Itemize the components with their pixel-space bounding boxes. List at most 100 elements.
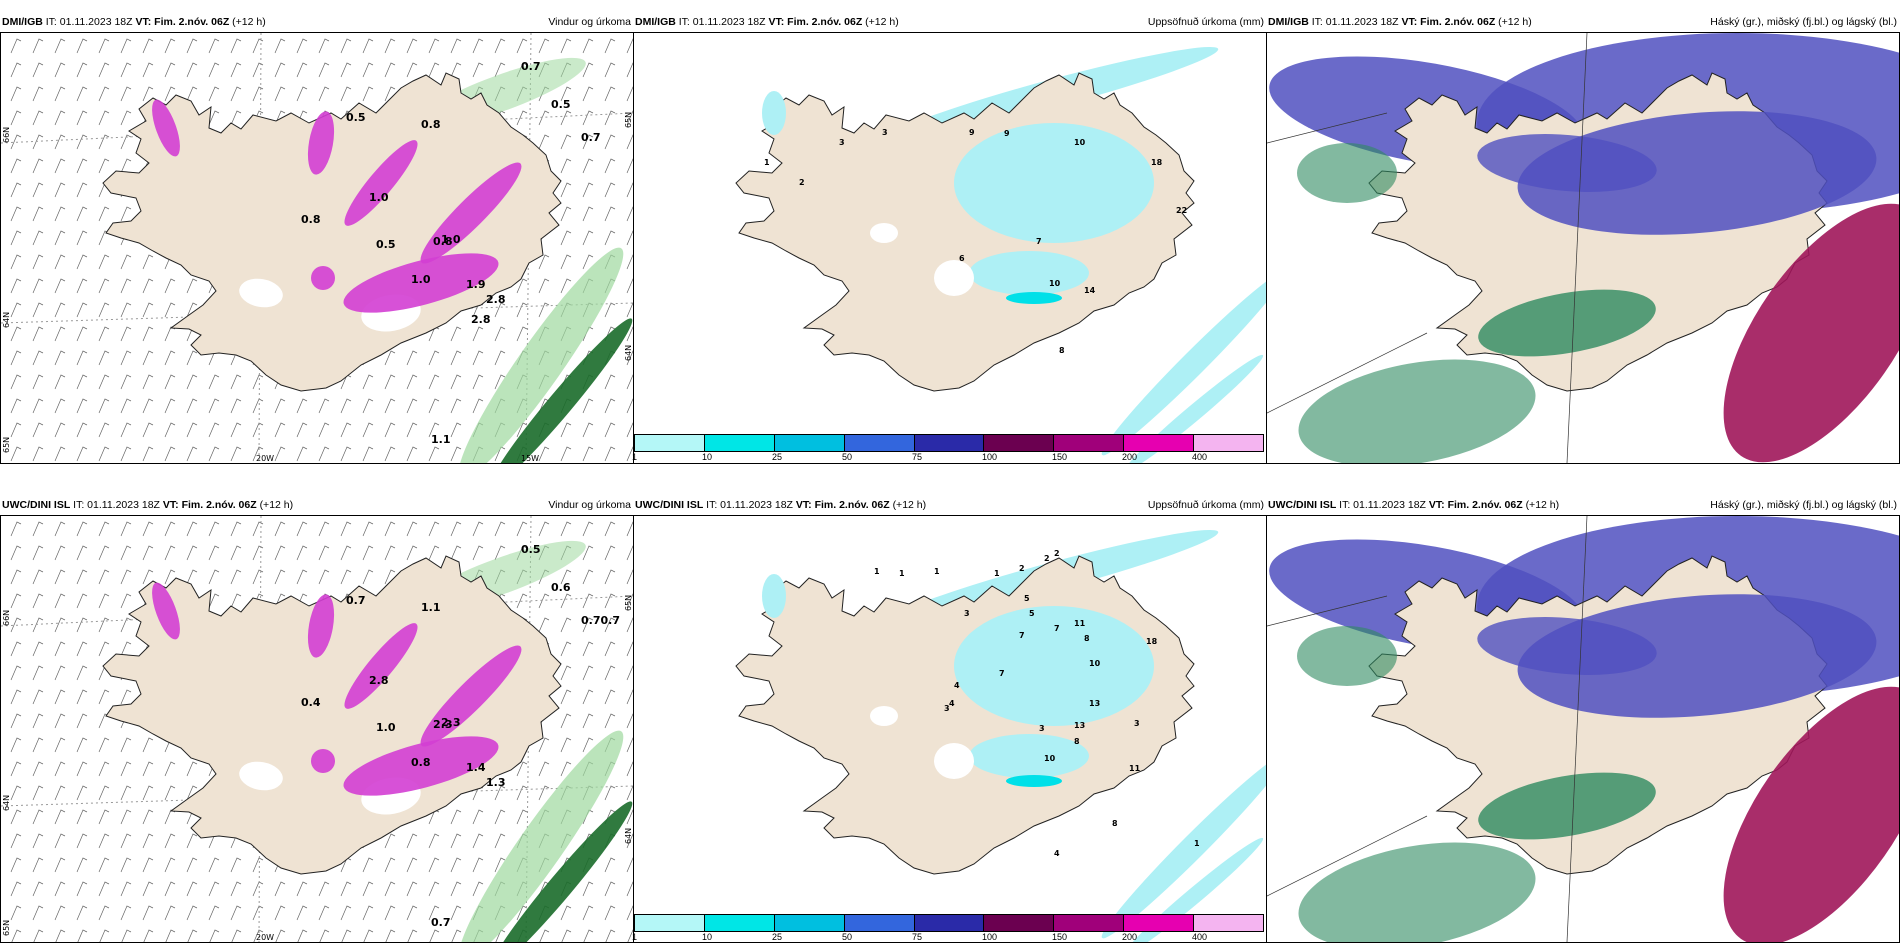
wind-barb	[99, 929, 110, 942]
wind-barb	[626, 809, 633, 825]
wind-barb	[494, 302, 506, 318]
accum-value: 18	[1151, 158, 1163, 167]
wind-barb	[318, 38, 330, 54]
accum-value: 1	[1194, 839, 1200, 848]
precip-value: 0.5	[521, 543, 541, 556]
wind-barb	[54, 326, 66, 342]
wind-barb	[32, 569, 44, 585]
wind-barb	[582, 545, 594, 561]
wind-barb	[582, 110, 594, 126]
init-time: IT: 01.11.2023 18Z	[73, 499, 160, 511]
accum-value: 13	[1089, 699, 1100, 708]
wind-barb	[98, 641, 110, 657]
wind-barb	[142, 857, 154, 873]
wind-barb	[318, 569, 330, 585]
wind-barb	[142, 881, 154, 897]
wind-barb	[143, 929, 154, 942]
wind-barb	[187, 929, 198, 942]
wind-barb	[406, 350, 418, 366]
low-cloud-area	[1478, 289, 1656, 357]
wind-barb	[604, 881, 616, 897]
colorbar-segment	[1054, 915, 1125, 931]
wind-barb	[406, 545, 418, 561]
wind-barb	[252, 857, 264, 873]
accum-value: 7	[1036, 237, 1042, 246]
wind-barb	[10, 665, 22, 681]
wind-barb	[582, 689, 594, 705]
wind-barb	[384, 521, 396, 537]
wind-barb	[604, 38, 616, 54]
wind-barb	[494, 374, 506, 390]
wind-barb	[362, 881, 374, 897]
precip-value: 1.9	[466, 278, 486, 291]
wind-barb	[274, 545, 286, 561]
glacier-patch	[870, 706, 898, 726]
sea-precip-stripe	[1101, 270, 1266, 456]
wind-barb	[362, 38, 374, 54]
wind-barb	[582, 62, 594, 78]
wind-barb	[10, 86, 22, 102]
wind-barb	[54, 302, 66, 318]
wind-barb	[626, 593, 633, 609]
wind-barb	[318, 398, 330, 414]
wind-barb	[384, 857, 396, 873]
region-boundary	[1267, 332, 1428, 414]
wind-barb	[384, 86, 396, 102]
wind-barb	[428, 38, 440, 54]
accum-value: 3	[1039, 724, 1045, 733]
precip-value: 2.8	[471, 313, 491, 326]
wind-barb	[340, 569, 352, 585]
wind-barb	[10, 857, 22, 873]
wind-barb	[32, 809, 44, 825]
wind-barb	[32, 302, 44, 318]
wind-barb	[164, 398, 176, 414]
wind-barb	[98, 158, 110, 174]
wind-barb	[296, 881, 308, 897]
precip-band	[343, 253, 499, 313]
accum-colorbar-ticks-top: 1 10 25 50 75 100 150 200 400	[632, 452, 1264, 464]
wind-barb	[626, 665, 633, 681]
colorbar-tick: 1	[632, 452, 638, 462]
lat-label: 65N	[2, 437, 11, 453]
lat-label: 66N	[2, 127, 11, 143]
wind-barb	[10, 809, 22, 825]
wind-barb	[98, 569, 110, 585]
colorbar-tick: 25	[771, 932, 782, 942]
wind-barb	[494, 521, 506, 537]
wind-barb	[450, 38, 462, 54]
colorbar-segment	[844, 435, 915, 451]
wind-barb	[626, 641, 633, 657]
wind-barb	[626, 713, 633, 729]
accum-value: 10	[1049, 279, 1061, 288]
precip-value: 0.5	[376, 238, 396, 251]
valid-label: VT:	[795, 499, 812, 511]
wind-barb	[604, 785, 616, 801]
wind-barb	[296, 446, 308, 462]
wind-barb	[164, 38, 176, 54]
init-time: IT: 01.11.2023 18Z	[1339, 499, 1426, 511]
wind-barb	[516, 521, 528, 537]
wind-barb	[626, 158, 633, 174]
wind-barb	[186, 761, 198, 777]
wind-barb	[32, 545, 44, 561]
wind-barb	[230, 374, 242, 390]
panel-header: UWC/DINI ISL IT: 01.11.2023 18Z VT: Fim.…	[1, 496, 633, 514]
wind-barb	[32, 785, 44, 801]
wind-barb	[230, 86, 242, 102]
wind-barb	[252, 374, 264, 390]
wind-barb	[120, 206, 132, 222]
iceland-landmass	[102, 72, 562, 392]
wind-barb	[340, 398, 352, 414]
wind-barb	[98, 206, 110, 222]
wind-barb	[560, 761, 572, 777]
wind-barb	[76, 38, 88, 54]
accum-value: 14	[1084, 286, 1096, 295]
wind-barb	[252, 62, 264, 78]
wind-barb	[98, 350, 110, 366]
wind-barb	[76, 713, 88, 729]
accum-precip-area	[969, 734, 1089, 778]
wind-barb	[450, 833, 462, 849]
wind-precip-map: 0.50.60.70.70.71.12.82.31.0 2.31.41.30.70…	[1, 516, 633, 942]
precip-band	[152, 99, 180, 157]
wind-barb	[604, 905, 616, 921]
